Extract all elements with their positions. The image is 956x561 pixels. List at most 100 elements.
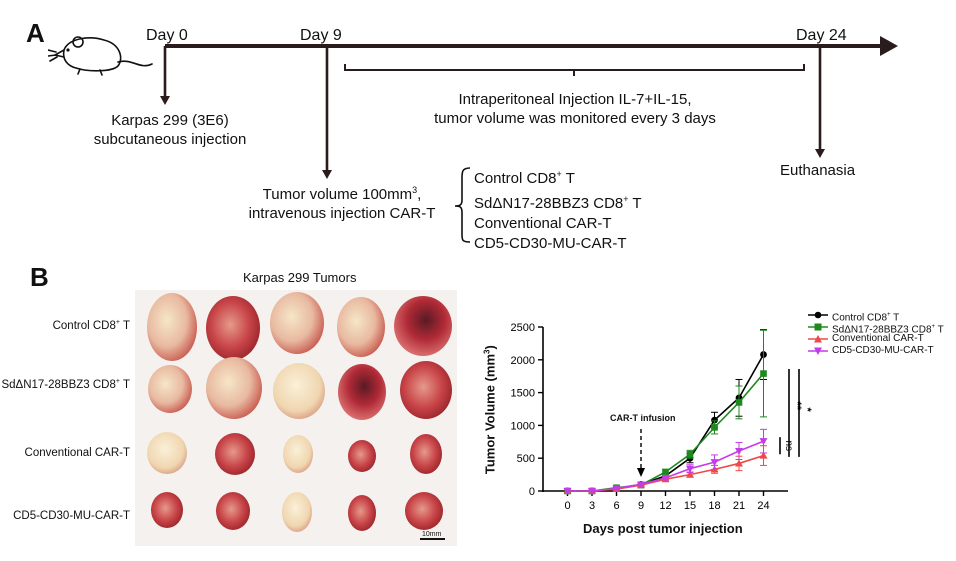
legend-marker bbox=[808, 323, 828, 331]
legend-item: SdΔN17-28BBZ3 CD8+ T bbox=[808, 321, 944, 335]
x-tick-label: 18 bbox=[708, 500, 720, 512]
timeline bbox=[160, 36, 898, 243]
day9-note-line2: intravenous injection CAR-T bbox=[248, 205, 436, 222]
data-point bbox=[711, 424, 718, 431]
tumor bbox=[148, 365, 192, 413]
data-point bbox=[735, 399, 743, 406]
sig-double-star-label: ** bbox=[791, 401, 803, 410]
x-tick-label: 9 bbox=[638, 500, 644, 512]
mouse-icon bbox=[48, 36, 153, 76]
tumor bbox=[147, 432, 187, 474]
data-point bbox=[612, 485, 621, 493]
day9-note-line1: Tumor volume 100mm3, bbox=[262, 185, 422, 203]
group-item: Control CD8+ T bbox=[474, 169, 575, 187]
legend-marker bbox=[808, 347, 828, 355]
data-point bbox=[563, 488, 572, 495]
photo-row-label: SdΔN17-28BBZ3 CD8+ T bbox=[1, 378, 130, 391]
data-point bbox=[759, 451, 768, 459]
sig-star-label: * bbox=[801, 408, 813, 413]
legend-item: CD5-CD30-MU-CAR-T bbox=[808, 345, 944, 357]
day0-note: Karpas 299 (3E6) subcutaneous injection bbox=[80, 111, 260, 149]
x-tick-label: 6 bbox=[613, 500, 619, 512]
photo-row-label: CD5-CD30-MU-CAR-T bbox=[13, 510, 130, 522]
y-tick-label: 500 bbox=[517, 453, 535, 465]
y-tick-label: 1000 bbox=[511, 420, 535, 432]
photo-row-label: Conventional CAR-T bbox=[24, 447, 130, 459]
x-tick-label: 12 bbox=[659, 500, 671, 512]
x-axis-title: Days post tumor injection bbox=[583, 521, 743, 536]
tumor bbox=[215, 433, 255, 475]
photo-row-label: Control CD8+ T bbox=[52, 319, 130, 332]
y-tick-label: 0 bbox=[529, 486, 535, 498]
legend-marker bbox=[808, 311, 828, 319]
tumor bbox=[338, 364, 386, 420]
day0-note-line1: Karpas 299 (3E6) bbox=[111, 112, 229, 129]
y-axis-title: Tumor Volume (mm3) bbox=[482, 345, 498, 475]
tumor bbox=[151, 492, 183, 528]
data-point bbox=[686, 465, 694, 473]
bracket-note: Intraperitoneal Injection IL-7+IL-15, tu… bbox=[420, 90, 730, 128]
tumor bbox=[270, 292, 324, 354]
tumor bbox=[206, 296, 260, 360]
data-point bbox=[735, 447, 743, 455]
legend-item: Control CD8+ T bbox=[808, 309, 944, 323]
tumor bbox=[273, 363, 325, 419]
day0-note-line2: subcutaneous injection bbox=[93, 131, 247, 148]
y-tick-label: 1500 bbox=[511, 388, 535, 400]
tumor bbox=[216, 492, 250, 530]
tumor-photo bbox=[135, 290, 457, 546]
day9-label: Day 9 bbox=[300, 27, 342, 44]
tumor bbox=[348, 495, 376, 531]
day0-label: Day 0 bbox=[146, 27, 188, 44]
bracket-note-line2: tumor volume was monitored every 3 days bbox=[434, 110, 716, 127]
series-line bbox=[567, 440, 764, 492]
scale-bar-label: 10mm bbox=[422, 531, 442, 538]
tumor bbox=[348, 440, 376, 472]
data-point bbox=[710, 459, 719, 467]
tumor bbox=[147, 293, 197, 361]
photo-title: Karpas 299 Tumors bbox=[243, 270, 357, 285]
tumor bbox=[337, 297, 385, 357]
data-point bbox=[711, 416, 718, 424]
x-tick-label: 15 bbox=[684, 500, 696, 512]
x-tick-label: 3 bbox=[589, 500, 595, 512]
x-tick-label: 21 bbox=[733, 500, 745, 512]
group-list: Control CD8+ T SdΔN17-28BBZ3 CD8+ T Conv… bbox=[474, 164, 642, 254]
panel-b-label: B bbox=[30, 262, 49, 292]
data-point bbox=[759, 438, 768, 446]
tumor bbox=[206, 357, 262, 419]
group-item: CD5-CD30-MU-CAR-T bbox=[474, 235, 627, 252]
euthanasia-note: Euthanasia bbox=[780, 162, 856, 179]
y-tick-label: 2000 bbox=[511, 355, 535, 367]
panel-a-label: A bbox=[26, 18, 45, 48]
data-point bbox=[686, 450, 694, 458]
y-tick-label: 2500 bbox=[511, 322, 535, 334]
day9-note: Tumor volume 100mm3, intravenous injecti… bbox=[232, 181, 452, 223]
data-point bbox=[760, 370, 767, 377]
data-point bbox=[686, 470, 694, 478]
tumor bbox=[400, 361, 452, 419]
bracket-note-line1: Intraperitoneal Injection IL-7+IL-15, bbox=[458, 91, 692, 108]
group-item: Conventional CAR-T bbox=[474, 215, 612, 232]
x-tick-label: 24 bbox=[757, 500, 769, 512]
data-point bbox=[637, 481, 645, 489]
group-item: SdΔN17-28BBZ3 CD8+ T bbox=[474, 194, 642, 212]
tumor bbox=[283, 435, 313, 473]
car-t-infusion-label: CAR-T infusion bbox=[610, 413, 676, 423]
infusion-arrowhead bbox=[637, 468, 645, 477]
tumor bbox=[282, 492, 312, 532]
day24-label: Day 24 bbox=[796, 27, 847, 44]
data-point bbox=[661, 474, 670, 482]
legend-item: Conventional CAR-T bbox=[808, 333, 944, 345]
x-tick-label: 0 bbox=[564, 500, 570, 512]
legend-marker bbox=[808, 335, 828, 343]
data-point bbox=[588, 488, 596, 495]
chart-legend: Control CD8+ T SdΔN17-28BBZ3 CD8+ T Conv… bbox=[808, 309, 944, 357]
series-3 bbox=[563, 428, 768, 495]
tumor bbox=[410, 434, 442, 474]
data-point bbox=[662, 468, 669, 476]
data-point bbox=[735, 459, 743, 467]
tumor bbox=[394, 296, 452, 356]
tumor bbox=[405, 492, 443, 530]
